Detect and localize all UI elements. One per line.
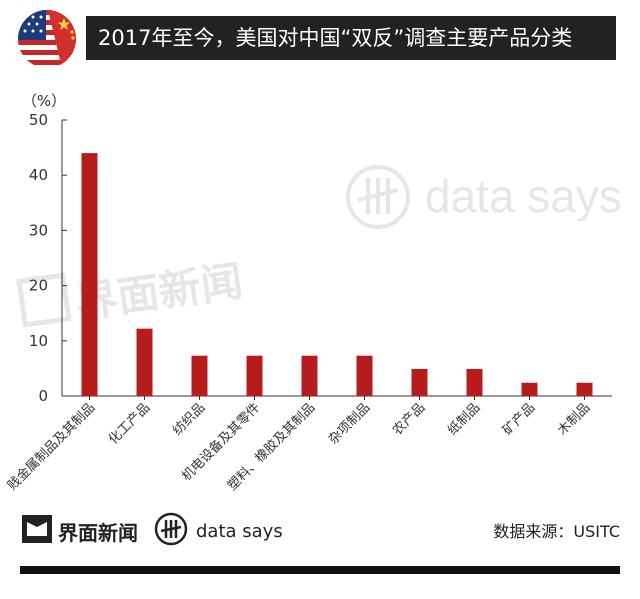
brand-name: 界面新闻 — [58, 520, 138, 545]
bar — [136, 328, 153, 396]
y-tick-label: 50 — [29, 111, 48, 129]
y-tick-label: 40 — [29, 166, 48, 184]
x-tick-label: 纸制品 — [445, 400, 483, 438]
y-axis-label: （%） — [22, 92, 66, 110]
header: 2017年至今，美国对中国“双反”调查主要产品分类 — [0, 10, 640, 68]
x-tick-label: 矿产品 — [500, 400, 538, 438]
brand-watermark-icon — [16, 272, 72, 328]
data-says-logo-icon — [154, 512, 188, 550]
bar — [246, 355, 263, 396]
bottom-rule — [20, 566, 620, 574]
bars — [81, 153, 593, 396]
y-tick-label: 0 — [38, 387, 48, 405]
x-tick-label: 木制品 — [555, 400, 593, 438]
x-tick-label: 杂项制品 — [326, 400, 373, 447]
bar — [576, 382, 593, 396]
bar — [356, 355, 373, 396]
x-tick-label: 贱金属制品及其制品 — [4, 400, 98, 494]
bar — [411, 368, 428, 396]
y-axis-ticks: 0 10 20 30 40 50 — [29, 111, 67, 405]
y-tick-label: 10 — [29, 332, 48, 350]
data-says-watermark-icon — [346, 165, 410, 229]
x-tick-label: 农产品 — [390, 400, 428, 438]
bar — [81, 153, 98, 396]
bar — [191, 355, 208, 396]
x-tick-label: 纺织品 — [170, 400, 208, 438]
bar — [301, 355, 318, 396]
data-says-text: data says — [196, 520, 283, 542]
jiemian-logo-icon — [22, 515, 52, 547]
bar — [521, 382, 538, 396]
y-tick-label: 30 — [29, 221, 48, 239]
chart-title: 2017年至今，美国对中国“双反”调查主要产品分类 — [86, 16, 616, 60]
x-tick-label: 化工产品 — [106, 400, 153, 447]
bar — [466, 368, 483, 396]
data-says-watermark-text: data says — [425, 170, 622, 222]
footer-logos: 界面新闻 data says — [22, 512, 283, 550]
y-tick-label: 20 — [29, 277, 48, 295]
data-source: 数据来源：USITC — [493, 522, 620, 541]
